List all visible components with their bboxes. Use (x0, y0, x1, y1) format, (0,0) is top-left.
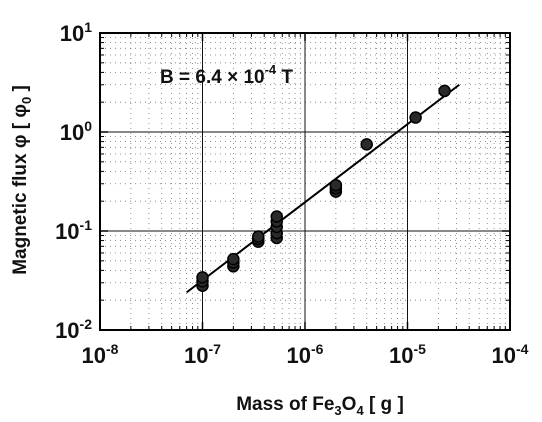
data-point (360, 138, 373, 151)
data-point (409, 111, 422, 124)
x-tick-label: 10-5 (389, 341, 426, 368)
x-axis-label-pre: Mass of Fe (236, 394, 334, 415)
y-tick-label: 10-2 (55, 316, 92, 343)
x-tick-label-base: 10 (82, 343, 106, 368)
x-tick-label: 10-4 (492, 341, 529, 368)
y-tick-label-base: 10 (60, 21, 84, 46)
y-tick-label-exp: 1 (84, 19, 92, 35)
x-tick-label-exp: -6 (311, 341, 324, 357)
y-tick-label-base: 10 (55, 318, 79, 343)
x-axis-label-post: [ g ] (364, 394, 404, 415)
y-tick-label: 101 (60, 19, 92, 46)
y-tick-label-exp: 0 (84, 118, 92, 134)
data-point (252, 230, 265, 243)
data-points-layer (196, 84, 451, 292)
data-point (438, 84, 451, 98)
y-tick-label-exp: -1 (80, 217, 93, 233)
x-tick-label-base: 10 (492, 343, 516, 368)
data-point (196, 271, 209, 284)
x-tick-label-exp: -7 (209, 341, 222, 357)
y-tick-label-base: 10 (55, 219, 79, 244)
x-tick-label-exp: -5 (414, 341, 427, 357)
x-tick-label-exp: -4 (516, 341, 529, 357)
y-axis-label-post: ] (10, 85, 31, 97)
x-tick-label: 10-6 (287, 341, 324, 368)
y-axis-label: Magnetic flux φ [ φ0 ] (10, 85, 34, 275)
y-tick-label: 10-1 (55, 217, 92, 244)
field-annotation: B = 6.4 × 10-4 T (160, 62, 293, 88)
y-tick-label-exp: -2 (80, 316, 93, 332)
data-point (227, 252, 240, 266)
y-tick-label-base: 10 (60, 120, 84, 145)
x-tick-label-base: 10 (184, 343, 208, 368)
y-axis-label-pre: Magnetic flux φ [ φ (10, 104, 31, 275)
x-axis-label-mid: O (342, 394, 357, 415)
plot-frame (99, 32, 511, 331)
y-axis-label-sub: 0 (19, 97, 34, 104)
annotation-unit: T (276, 67, 293, 88)
x-tick-label: 10-7 (184, 341, 221, 368)
x-axis-label: Mass of Fe3O4 [ g ] (236, 394, 404, 417)
x-tick-label-exp: -8 (106, 341, 119, 357)
data-point (329, 178, 343, 192)
x-axis-label-sub1: 3 (334, 403, 341, 417)
annotation-main: B = 6.4 × 10 (160, 67, 265, 88)
x-tick-label-base: 10 (287, 343, 311, 368)
grid-layer (100, 33, 510, 330)
x-tick-label-base: 10 (389, 343, 413, 368)
annotation-sup: -4 (265, 62, 277, 77)
y-tick-label: 100 (60, 118, 92, 145)
data-point (270, 210, 283, 223)
x-axis-label-sub2: 4 (356, 403, 364, 417)
x-tick-label: 10-8 (82, 341, 119, 368)
